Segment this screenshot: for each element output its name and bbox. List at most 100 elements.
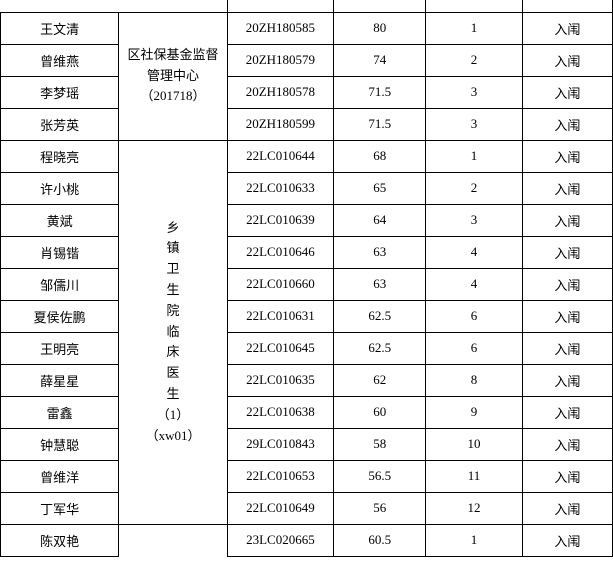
table-row: 邹儒川 22LC010660634入闱: [1, 268, 613, 300]
code-cell: 23LC020665: [227, 524, 333, 556]
score-cell: 68: [334, 140, 426, 172]
dept-line: 镇: [125, 238, 220, 259]
code-cell: 22LC010631: [227, 300, 333, 332]
rank-cell: 1: [426, 140, 522, 172]
score-cell: 56.5: [334, 460, 426, 492]
name-cell: 邹儒川: [1, 268, 119, 300]
status-cell: 入闱: [522, 172, 612, 204]
dept-line: 院: [125, 301, 220, 322]
score-cell: 62.5: [334, 300, 426, 332]
code-cell: 22LC010660: [227, 268, 333, 300]
score-cell: 64: [334, 204, 426, 236]
score-cell: 60.5: [334, 524, 426, 556]
status-cell: 入闱: [522, 332, 612, 364]
name-cell: 丁军华: [1, 492, 119, 524]
code-cell: 20ZH180578: [227, 76, 333, 108]
status-cell: 入闱: [522, 428, 612, 460]
name-cell: 夏侯佐鹏: [1, 300, 119, 332]
dept-line: （xw01）: [125, 426, 220, 447]
rank-cell: 6: [426, 332, 522, 364]
table-row: 雷鑫22LC010638609入闱: [1, 396, 613, 428]
status-cell: 入闱: [522, 268, 612, 300]
score-cell: 74: [334, 44, 426, 76]
header-cell: [119, 0, 227, 12]
table-row: 丁军华 22LC0106495612入闱: [1, 492, 613, 524]
score-cell: 63: [334, 236, 426, 268]
name-cell: 肖锡锴: [1, 236, 119, 268]
dept-line: 医: [125, 363, 220, 384]
rank-cell: 4: [426, 236, 522, 268]
status-cell: 入闱: [522, 140, 612, 172]
code-cell: 22LC010653: [227, 460, 333, 492]
status-cell: 入闱: [522, 492, 612, 524]
status-cell: 入闱: [522, 460, 612, 492]
code-cell: 20ZH180579: [227, 44, 333, 76]
rank-cell: 6: [426, 300, 522, 332]
table-row: 黄斌22LC010639643入闱: [1, 204, 613, 236]
dept-cell: [119, 524, 227, 556]
code-cell: 20ZH180599: [227, 108, 333, 140]
table-row: 陈双艳 23LC02066560.51入闱: [1, 524, 613, 556]
header-cell: [1, 0, 119, 12]
data-table: 王文清区社保基金监督管理中心（201718）20ZH180585801入闱曾维燕…: [0, 0, 613, 557]
score-cell: 65: [334, 172, 426, 204]
table-row: 程晓亮乡镇卫生院临床医生（1）（xw01）22LC010644681入闱: [1, 140, 613, 172]
name-cell: 程晓亮: [1, 140, 119, 172]
name-cell: 黄斌: [1, 204, 119, 236]
status-cell: 入闱: [522, 44, 612, 76]
rank-cell: 3: [426, 108, 522, 140]
table-row: 钟慧聪29LC0108435810入闱: [1, 428, 613, 460]
table-row: 王文清区社保基金监督管理中心（201718）20ZH180585801入闱: [1, 12, 613, 44]
rank-cell: 2: [426, 44, 522, 76]
dept-line: 生: [125, 280, 220, 301]
status-cell: 入闱: [522, 108, 612, 140]
dept-line: 临: [125, 322, 220, 343]
rank-cell: 2: [426, 172, 522, 204]
code-cell: 20ZH180585: [227, 12, 333, 44]
rank-cell: 3: [426, 204, 522, 236]
dept-line: 乡: [125, 218, 220, 239]
name-cell: 薛星星: [1, 364, 119, 396]
code-cell: 22LC010633: [227, 172, 333, 204]
name-cell: 李梦瑶: [1, 76, 119, 108]
score-cell: 63: [334, 268, 426, 300]
code-cell: 22LC010644: [227, 140, 333, 172]
score-cell: 71.5: [334, 108, 426, 140]
table-row: 许小桃 22LC010633652入闱: [1, 172, 613, 204]
rank-cell: 9: [426, 396, 522, 428]
dept-line: （1）: [125, 405, 220, 426]
table-row: 薛星星22LC010635628入闱: [1, 364, 613, 396]
rank-cell: 8: [426, 364, 522, 396]
name-cell: 曾维洋: [1, 460, 119, 492]
status-cell: 入闱: [522, 524, 612, 556]
status-cell: 入闱: [522, 12, 612, 44]
status-cell: 入闱: [522, 300, 612, 332]
name-cell: 张芳英: [1, 108, 119, 140]
table-row: 张芳英 20ZH18059971.53入闱: [1, 108, 613, 140]
rank-cell: 12: [426, 492, 522, 524]
score-cell: 71.5: [334, 76, 426, 108]
code-cell: 22LC010649: [227, 492, 333, 524]
name-cell: 曾维燕: [1, 44, 119, 76]
rank-cell: 1: [426, 524, 522, 556]
header-cell: [334, 0, 426, 12]
score-cell: 80: [334, 12, 426, 44]
rank-cell: 4: [426, 268, 522, 300]
table-row: 李梦瑶 20ZH18057871.53入闱: [1, 76, 613, 108]
rank-cell: 11: [426, 460, 522, 492]
table-row: 肖锡锴22LC010646634入闱: [1, 236, 613, 268]
table-row: 夏侯佐鹏 22LC01063162.56入闱: [1, 300, 613, 332]
code-cell: 29LC010843: [227, 428, 333, 460]
table-row: 王明亮22LC01064562.56入闱: [1, 332, 613, 364]
status-cell: 入闱: [522, 364, 612, 396]
score-cell: 62: [334, 364, 426, 396]
name-cell: 许小桃: [1, 172, 119, 204]
rank-cell: 3: [426, 76, 522, 108]
table-row: 曾维燕 20ZH180579742入闱: [1, 44, 613, 76]
score-cell: 62.5: [334, 332, 426, 364]
name-cell: 陈双艳: [1, 524, 119, 556]
dept-cell: 区社保基金监督管理中心（201718）: [119, 12, 227, 140]
status-cell: 入闱: [522, 76, 612, 108]
code-cell: 22LC010645: [227, 332, 333, 364]
score-cell: 56: [334, 492, 426, 524]
